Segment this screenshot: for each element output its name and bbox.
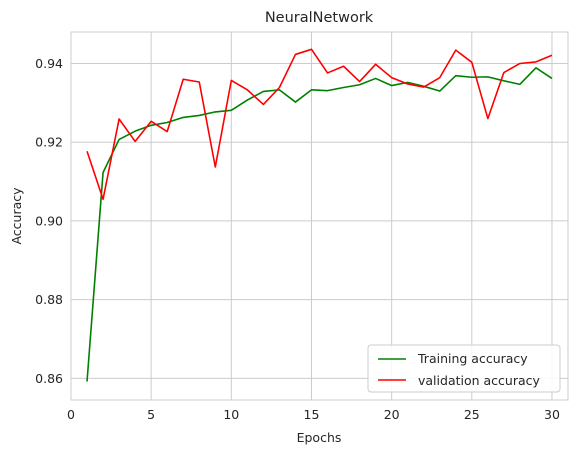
legend-box (367, 344, 561, 393)
x-tick-label: 5 (147, 407, 155, 422)
plot-frame (70, 31, 569, 401)
y-axis-label: Accuracy (9, 187, 24, 245)
series-line-validation-accuracy (86, 48, 553, 201)
y-tick-label: 0.92 (35, 135, 63, 150)
grid (70, 32, 568, 400)
y-tick-label: 0.86 (35, 371, 63, 386)
x-tick-label: 30 (544, 407, 560, 422)
plot-area (71, 32, 568, 400)
x-tick-label: 0 (67, 407, 75, 422)
y-tick-label: 0.88 (35, 292, 63, 307)
x-axis-label: Epochs (297, 430, 342, 445)
x-tick-label: 15 (304, 407, 320, 422)
y-tick-labels: 0.86 0.88 0.90 0.92 0.94 (35, 56, 63, 386)
series-line-training-accuracy (86, 67, 553, 382)
chart-title: NeuralNetwork (265, 10, 374, 26)
x-tick-label: 25 (464, 407, 480, 422)
x-tick-label: 20 (384, 407, 400, 422)
y-tick-label: 0.90 (35, 213, 63, 228)
series-lines (86, 48, 553, 382)
y-tick-label: 0.94 (35, 56, 63, 71)
legend: Training accuracy validation accuracy (367, 344, 561, 393)
x-tick-label: 10 (223, 407, 239, 422)
legend-label-training: Training accuracy (417, 351, 528, 366)
legend-label-validation: validation accuracy (418, 373, 541, 388)
x-tick-labels: 0 5 10 15 20 25 30 (67, 407, 560, 422)
